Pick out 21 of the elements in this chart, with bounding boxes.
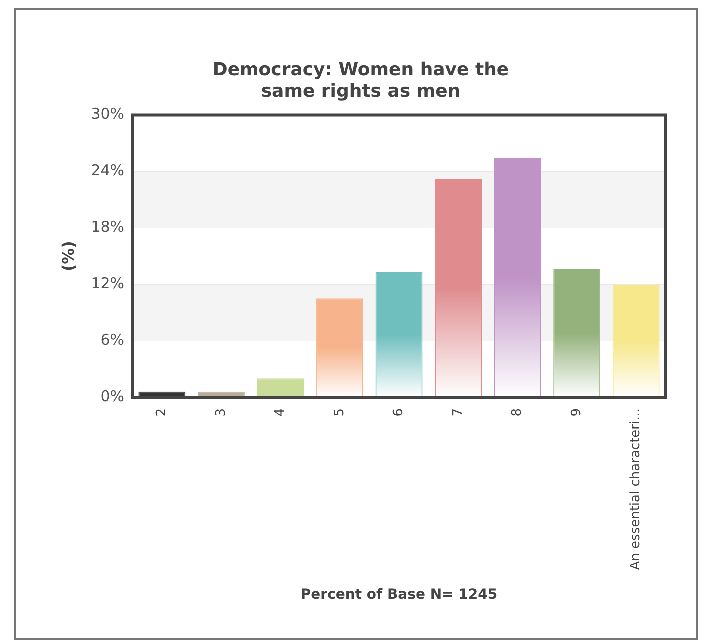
y-axis-title: (%): [58, 241, 78, 272]
x-tick-label: 3: [214, 408, 229, 417]
y-tick-label: 6%: [100, 330, 125, 349]
x-tick-label: 7: [450, 408, 466, 417]
y-tick-label: 24%: [91, 162, 125, 180]
bar: [138, 392, 186, 397]
y-tick-label: 0%: [100, 387, 125, 406]
chart-title: Democracy: Women have the same rights as men: [212, 59, 510, 102]
y-tick-label: 12%: [91, 274, 125, 292]
x-tick-label: 5: [332, 408, 348, 417]
x-tick-label: An essential characteri...: [628, 408, 644, 570]
bar: [198, 392, 245, 397]
x-tick-label: 8: [510, 408, 526, 417]
x-tick-label: 2: [154, 408, 170, 417]
x-axis-title: Percent of Base N= 1245: [300, 587, 498, 604]
bar: [257, 378, 304, 397]
y-tick-label: 18%: [91, 218, 125, 236]
x-tick-label: 6: [392, 408, 407, 417]
x-tick-label: 4: [273, 408, 288, 417]
x-tick-label: 9: [569, 408, 584, 417]
y-tick-label: 30%: [91, 105, 125, 124]
